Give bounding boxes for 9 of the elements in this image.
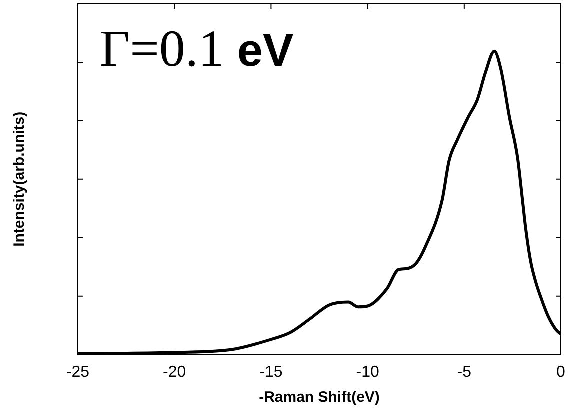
x-tick-label: -5 (457, 364, 472, 381)
y-axis-title: Intensity(arb.units) (11, 112, 28, 247)
x-tick-label: 0 (556, 364, 566, 381)
x-tick-label: -15 (260, 364, 283, 381)
x-tick-label: -25 (66, 364, 90, 381)
x-tick-label: -10 (356, 364, 380, 381)
x-axis-title: -Raman Shift(eV) (259, 389, 380, 406)
x-tick-label: -20 (163, 364, 186, 381)
annotation: Γ=0.1 eV (100, 21, 294, 78)
